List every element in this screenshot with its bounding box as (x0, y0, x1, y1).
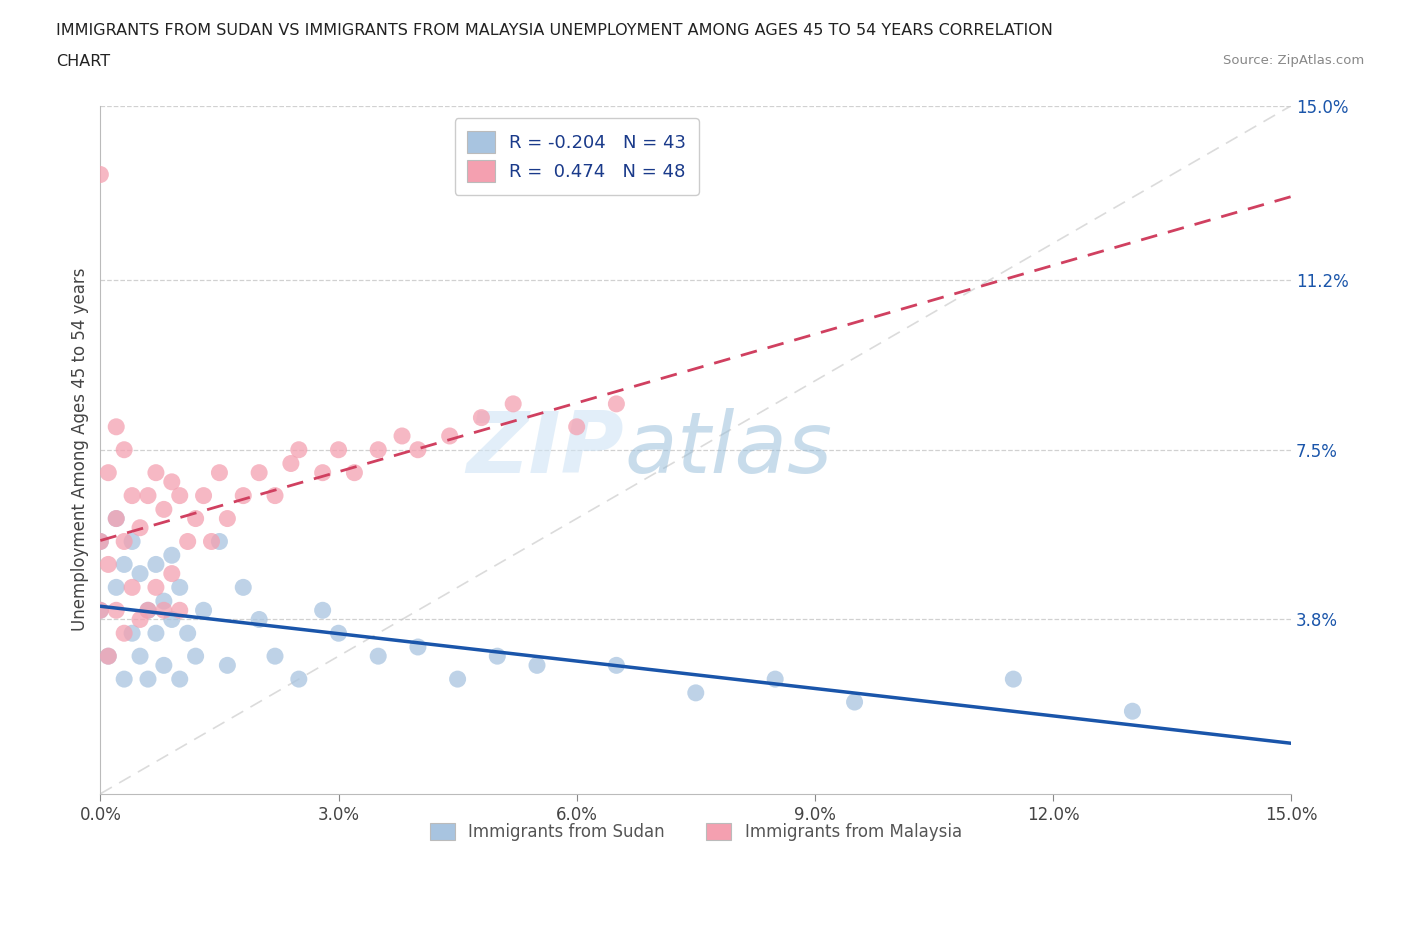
Point (160, 474, 183, 489)
Point (136, 488, 159, 503)
Point (406, 640, 429, 655)
Point (446, 671, 468, 686)
Text: IMMIGRANTS FROM SUDAN VS IMMIGRANTS FROM MALAYSIA UNEMPLOYMENT AMONG AGES 45 TO : IMMIGRANTS FROM SUDAN VS IMMIGRANTS FROM… (56, 23, 1053, 38)
Point (439, 429, 461, 444)
Point (89, 603, 111, 618)
Point (193, 603, 215, 618)
Point (176, 626, 198, 641)
Legend: Immigrants from Sudan, Immigrants from Malaysia: Immigrants from Sudan, Immigrants from M… (423, 816, 969, 847)
Point (565, 419, 588, 434)
Point (763, 671, 786, 686)
Point (208, 465, 231, 480)
Point (343, 465, 366, 480)
Point (184, 649, 207, 664)
Point (605, 396, 627, 411)
Point (160, 612, 183, 627)
Point (145, 626, 167, 641)
Point (105, 512, 128, 526)
Point (486, 649, 509, 664)
Point (184, 512, 207, 526)
Point (153, 593, 176, 608)
Point (264, 488, 287, 503)
Point (105, 580, 128, 595)
Point (169, 580, 191, 595)
Point (105, 512, 128, 526)
Point (247, 612, 270, 627)
Point (121, 534, 143, 549)
Point (367, 443, 389, 458)
Point (89, 534, 111, 549)
Point (112, 534, 135, 549)
Point (526, 658, 548, 672)
Point (1002, 671, 1025, 686)
Point (176, 534, 198, 549)
Point (112, 626, 135, 641)
Point (129, 649, 152, 664)
Point (97, 649, 120, 664)
Point (136, 603, 159, 618)
Point (129, 520, 152, 535)
Point (112, 557, 135, 572)
Text: CHART: CHART (56, 54, 110, 69)
Point (121, 488, 143, 503)
Point (145, 557, 167, 572)
Point (160, 566, 183, 581)
Text: ZIP: ZIP (467, 408, 624, 491)
Point (217, 658, 239, 672)
Point (145, 465, 167, 480)
Point (112, 671, 135, 686)
Point (121, 580, 143, 595)
Point (288, 671, 311, 686)
Point (844, 695, 866, 710)
Point (97, 649, 120, 664)
Point (470, 410, 492, 425)
Point (169, 488, 191, 503)
Text: atlas: atlas (624, 408, 832, 491)
Point (97, 557, 120, 572)
Point (311, 603, 333, 618)
Point (391, 429, 413, 444)
Point (1121, 704, 1143, 719)
Point (502, 396, 524, 411)
Point (89, 167, 111, 182)
Point (169, 603, 191, 618)
Point (328, 626, 350, 641)
Point (145, 580, 167, 595)
Point (89, 534, 111, 549)
Point (264, 649, 287, 664)
Point (153, 603, 176, 618)
Point (105, 603, 128, 618)
Point (129, 612, 152, 627)
Point (169, 671, 191, 686)
Point (367, 649, 389, 664)
Point (232, 580, 254, 595)
Point (247, 465, 270, 480)
Point (160, 548, 183, 563)
Point (232, 488, 254, 503)
Point (288, 443, 311, 458)
Point (153, 502, 176, 517)
Point (328, 443, 350, 458)
Point (153, 658, 176, 672)
Point (217, 512, 239, 526)
Point (200, 534, 222, 549)
Point (136, 671, 159, 686)
Point (112, 443, 135, 458)
Text: Source: ZipAtlas.com: Source: ZipAtlas.com (1223, 54, 1364, 67)
Point (89, 603, 111, 618)
Point (208, 534, 231, 549)
Point (193, 488, 215, 503)
Point (605, 658, 627, 672)
Point (97, 465, 120, 480)
Point (280, 456, 302, 471)
Point (136, 603, 159, 618)
Y-axis label: Unemployment Among Ages 45 to 54 years: Unemployment Among Ages 45 to 54 years (72, 268, 89, 631)
Point (105, 419, 128, 434)
Point (685, 685, 707, 700)
Point (311, 465, 333, 480)
Point (121, 626, 143, 641)
Point (129, 566, 152, 581)
Point (406, 443, 429, 458)
